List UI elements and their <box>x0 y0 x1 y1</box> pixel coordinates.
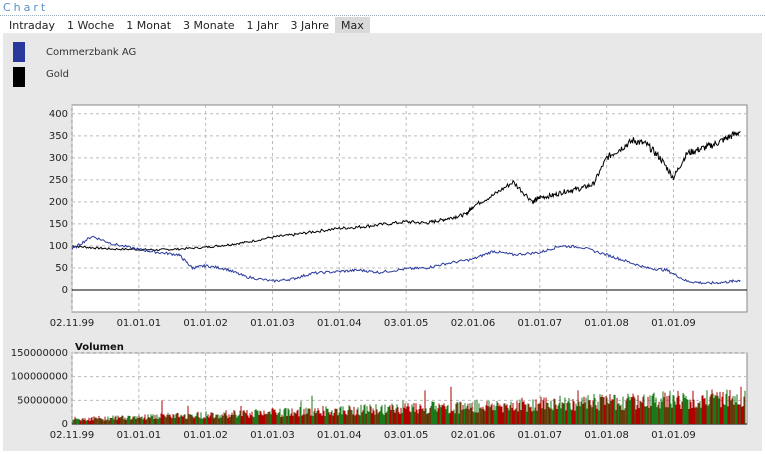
volume-x-tick-label: 03.01.05 <box>384 430 429 441</box>
series-line-commerzbank <box>71 235 741 285</box>
price-chart: 0 50 100 150 200 250 300 350 400 02.11.99 01.01.01… <box>11 104 748 441</box>
volume-x-tick-label: 01.01.01 <box>117 430 162 441</box>
price-x-tick-label: 01.01.04 <box>317 318 362 329</box>
volume-y-tick-label: 50000000 <box>17 395 68 406</box>
volume-x-tick-label: 01.01.03 <box>250 430 295 441</box>
price-x-tick-label: 02.01.06 <box>451 318 496 329</box>
price-y-tick-label: 200 <box>49 197 68 208</box>
tab-max[interactable]: Max <box>335 17 370 33</box>
series-line-gold <box>71 130 741 252</box>
legend-label-gold: Gold <box>46 69 69 80</box>
tab-3-monate[interactable]: 3 Monate <box>183 19 235 32</box>
chart-header: Chart <box>0 0 765 16</box>
chart-panel: Commerzbank AG Gold 0 50 100 150 200 250 300 35… <box>3 33 762 451</box>
volume-y-tick-label: 150000000 <box>11 348 68 359</box>
volume-x-tick-label: 01.01.02 <box>183 430 228 441</box>
tab-1-woche[interactable]: 1 Woche <box>67 19 115 32</box>
volume-x-tick-label: 01.01.08 <box>584 430 629 441</box>
tab-1-monat[interactable]: 1 Monat <box>126 19 172 32</box>
header-divider <box>0 15 765 16</box>
chart-header-title: Chart <box>3 1 49 14</box>
price-y-tick-label: 0 <box>62 285 68 296</box>
price-y-tick-label: 350 <box>49 131 68 142</box>
price-y-tick-label: 300 <box>49 153 68 164</box>
price-y-tick-label: 50 <box>55 263 68 274</box>
tab-intraday[interactable]: Intraday <box>9 19 56 32</box>
price-plot-area <box>71 104 748 313</box>
volume-x-tick-label: 02.11.99 <box>50 430 95 441</box>
price-x-tick-label: 01.01.01 <box>117 318 162 329</box>
tab-1-jahr[interactable]: 1 Jahr <box>246 19 279 32</box>
price-y-tick-label: 150 <box>49 219 68 230</box>
tab-3-jahre[interactable]: 3 Jahre <box>290 19 330 32</box>
volume-title: Volumen <box>75 342 124 353</box>
price-x-tick-label: 01.01.03 <box>250 318 295 329</box>
price-x-tick-label: 01.01.02 <box>183 318 228 329</box>
price-x-tick-label: 01.01.07 <box>518 318 563 329</box>
price-y-tick-label: 100 <box>49 241 68 252</box>
volume-y-tick-label: 0 <box>62 419 68 430</box>
price-x-tick-label: 02.11.99 <box>50 318 95 329</box>
price-y-tick-label: 250 <box>49 175 68 186</box>
volume-x-tick-label: 02.01.06 <box>451 430 496 441</box>
volume-y-tick-label: 100000000 <box>11 372 68 383</box>
price-x-tick-label: 03.01.05 <box>384 318 429 329</box>
volume-x-tick-label: 01.01.09 <box>651 430 696 441</box>
price-x-tick-label: 01.01.09 <box>651 318 696 329</box>
legend-label-commerzbank: Commerzbank AG <box>46 47 137 58</box>
timeframe-tabs: Intraday 1 Woche 1 Monat 3 Monate 1 Jahr… <box>3 17 370 33</box>
legend-swatch-commerzbank <box>13 42 25 62</box>
price-x-tick-label: 01.01.08 <box>584 318 629 329</box>
volume-x-tick-label: 01.01.07 <box>518 430 563 441</box>
legend-swatch-gold <box>13 67 25 87</box>
price-y-tick-label: 400 <box>49 109 68 120</box>
volume-x-tick-label: 01.01.04 <box>317 430 362 441</box>
